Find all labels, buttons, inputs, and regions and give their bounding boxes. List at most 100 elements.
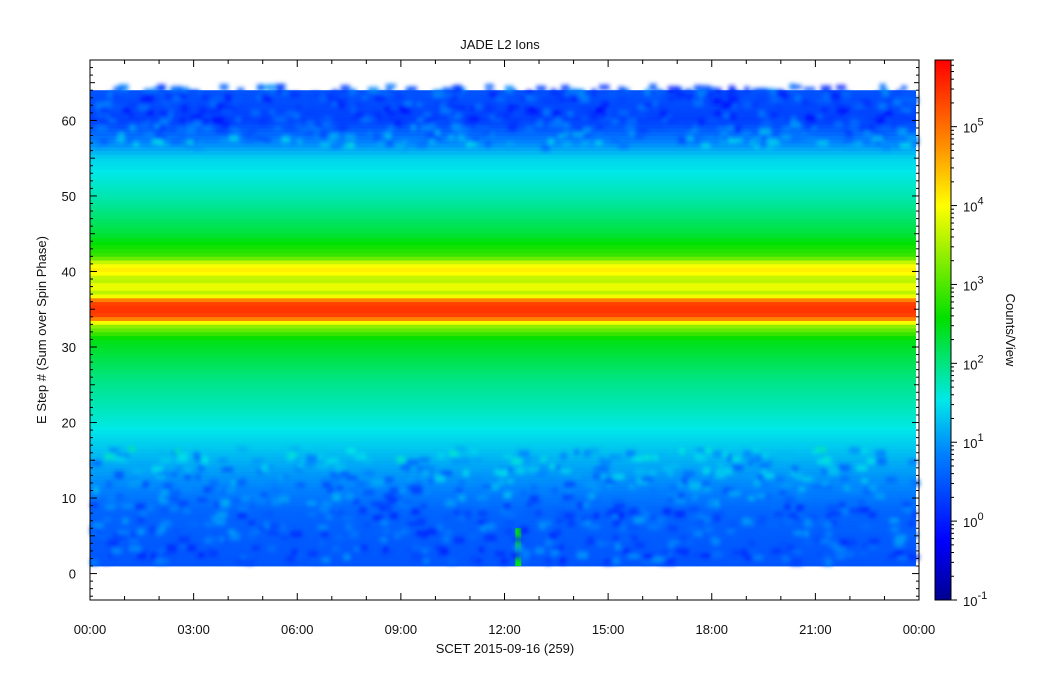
heatmap-speckle — [723, 467, 733, 475]
heatmap-speckle — [693, 123, 705, 131]
heatmap-speckle — [629, 524, 640, 530]
heatmap-row — [90, 237, 916, 242]
heatmap-row — [90, 365, 916, 371]
heatmap-speckle — [675, 91, 687, 99]
heatmap-speckle — [338, 124, 348, 131]
heatmap-speckle — [459, 479, 465, 486]
heatmap-speckle — [190, 509, 196, 514]
heatmap-speckle — [251, 528, 261, 535]
heatmap-speckle — [334, 463, 346, 472]
heatmap-speckle — [221, 485, 229, 494]
heatmap-speckle — [119, 127, 125, 132]
heatmap-speckle — [454, 495, 460, 503]
heatmap-speckle — [322, 557, 330, 563]
heatmap-speckle — [635, 542, 645, 549]
heatmap-speckle — [470, 105, 479, 111]
heatmap-speckle — [518, 450, 530, 458]
heatmap-speckle — [169, 506, 178, 511]
heatmap-speckle — [322, 481, 331, 488]
heatmap-speckle — [828, 540, 836, 549]
heatmap-speckle — [817, 458, 828, 465]
heatmap-speckle — [675, 86, 683, 94]
heatmap-speckle — [178, 536, 190, 544]
heatmap-row — [90, 279, 916, 284]
heatmap-speckle — [677, 547, 689, 554]
heatmap-speckle — [346, 475, 358, 481]
heatmap-speckle — [627, 540, 636, 546]
heatmap-speckle — [359, 544, 369, 551]
heatmap-speckle — [393, 97, 406, 102]
heatmap-speckle — [688, 480, 695, 488]
heatmap-speckle — [121, 139, 128, 146]
heatmap-speckle — [626, 450, 636, 458]
heatmap-speckle — [666, 548, 675, 556]
heatmap-speckle — [575, 525, 585, 531]
heatmap-speckle — [421, 547, 429, 554]
heatmap-speckle — [728, 96, 739, 104]
x-tick-label: 09:00 — [385, 622, 418, 637]
heatmap-speckle — [715, 511, 726, 516]
heatmap-speckle — [643, 101, 653, 109]
heatmap-speckle — [235, 474, 241, 480]
heatmap-noise — [90, 83, 920, 566]
heatmap-row — [90, 384, 916, 389]
heatmap-speckle — [882, 548, 893, 554]
heatmap-speckle — [792, 465, 798, 473]
heatmap-row — [90, 101, 916, 106]
heatmap-speckle — [470, 448, 478, 455]
heatmap-speckle — [760, 457, 768, 465]
heatmap-speckle — [559, 557, 566, 564]
heatmap-speckle — [521, 538, 534, 546]
heatmap-speckle — [90, 559, 99, 566]
heatmap-speckle — [319, 540, 325, 547]
heatmap-speckle — [442, 536, 450, 543]
colorbar-tick-label: 101 — [963, 432, 984, 451]
x-tick-label: 15:00 — [592, 622, 625, 637]
heatmap-speckle — [476, 125, 489, 132]
heatmap-speckle — [165, 93, 172, 101]
heatmap-speckle — [276, 526, 287, 535]
heatmap-speckle — [353, 102, 364, 110]
heatmap-speckle — [218, 457, 228, 464]
heatmap-speckle — [272, 523, 281, 529]
heatmap-speckle — [722, 92, 728, 99]
heatmap-speckle — [300, 127, 307, 133]
heatmap-speckle — [704, 527, 713, 532]
heatmap-speckle — [561, 84, 570, 91]
heatmap-speckle — [344, 133, 356, 142]
heatmap-speckle — [159, 118, 169, 126]
heatmap-speckle — [907, 554, 920, 560]
heatmap-speckle — [690, 515, 700, 521]
heatmap-speckle — [401, 138, 410, 146]
heatmap-speckle — [293, 138, 303, 145]
heatmap-speckle — [632, 482, 639, 490]
heatmap-speckle — [142, 480, 150, 488]
heatmap-speckle — [381, 520, 389, 526]
heatmap-speckle — [595, 140, 603, 146]
heatmap-speckle — [230, 475, 241, 480]
heatmap-speckle — [837, 107, 849, 114]
heatmap-speckle — [306, 501, 317, 506]
heatmap-speckle — [883, 110, 893, 118]
heatmap-speckle — [653, 122, 663, 129]
heatmap-speckle — [172, 527, 181, 535]
heatmap-speckle — [423, 489, 431, 495]
heatmap-speckle — [372, 112, 381, 121]
heatmap-speckle — [201, 124, 213, 133]
heatmap-speckle — [750, 447, 761, 455]
heatmap-speckle — [750, 549, 758, 554]
heatmap-speckle — [529, 96, 537, 103]
heatmap-speckle — [362, 522, 372, 528]
heatmap-speckle — [816, 98, 827, 103]
heatmap-speckle — [566, 110, 574, 117]
heatmap-speckle — [234, 98, 242, 104]
heatmap-speckle — [836, 84, 846, 90]
heatmap-speckle — [713, 450, 723, 458]
heatmap-speckle — [545, 124, 556, 130]
heatmap-speckle — [252, 116, 259, 124]
heatmap-speckle — [791, 129, 800, 138]
heatmap-speckle — [349, 139, 357, 146]
heatmap-speckle — [808, 102, 817, 108]
heatmap-speckle — [554, 117, 563, 125]
heatmap-speckle — [410, 124, 417, 131]
